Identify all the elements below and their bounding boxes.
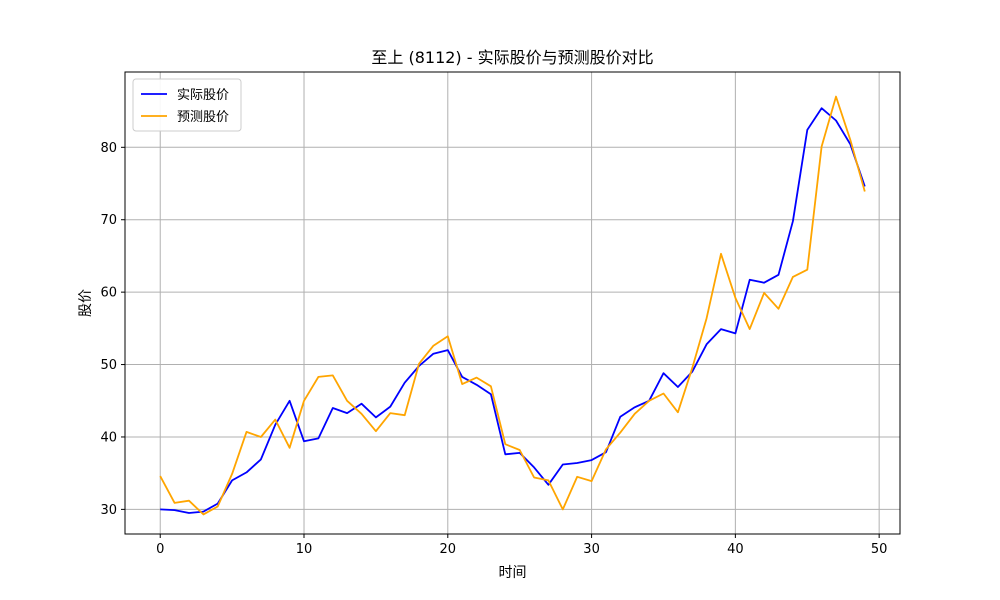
series-line-2 (159, 95, 866, 516)
y-tick-label: 50 (100, 358, 117, 373)
legend-label-1: 实际股价 (177, 88, 229, 103)
y-tick-label: 60 (100, 286, 117, 301)
series-lines (159, 95, 866, 516)
x-tick-label: 30 (583, 542, 600, 557)
legend-box (132, 78, 242, 132)
x-axis-label: 时间 (499, 565, 527, 581)
y-tick-label: 30 (100, 503, 117, 518)
x-tick-label: 10 (296, 542, 313, 557)
series-line-1 (160, 107, 866, 514)
x-tick-label: 0 (156, 542, 164, 557)
chart-title: 至上 (8112) - 实际股价与预测股价对比 (371, 48, 653, 67)
y-tick-label: 80 (100, 141, 117, 156)
x-tick-label: 40 (727, 542, 744, 557)
grid (125, 72, 900, 534)
y-axis-label: 股价 (78, 289, 94, 317)
y-tick-label: 40 (100, 430, 117, 445)
legend-label-2: 预测股价 (177, 110, 229, 125)
plot-area-frame (124, 71, 901, 535)
x-tick-label: 20 (440, 542, 457, 557)
y-tick-label: 70 (100, 213, 117, 228)
x-tick-label: 50 (871, 542, 888, 557)
axis-ticks: 0 10 20 30 40 50 30 40 50 60 70 80 (100, 141, 887, 557)
